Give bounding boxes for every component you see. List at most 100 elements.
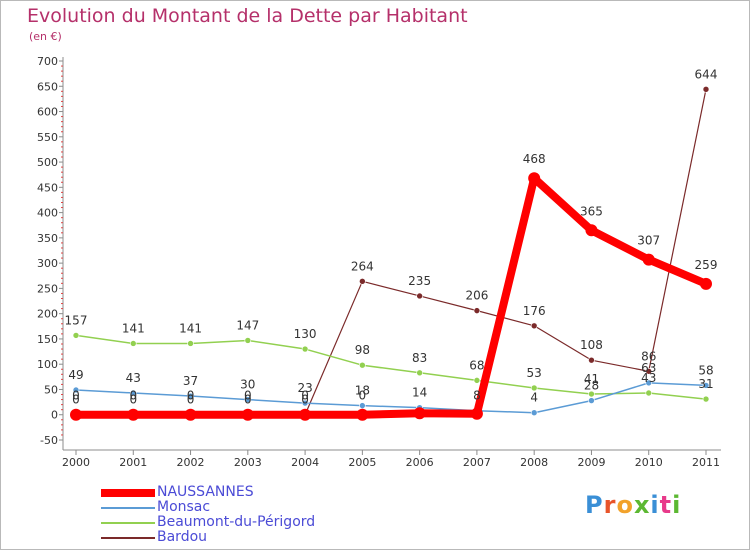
x-tick-label: 2001	[119, 456, 147, 469]
data-point	[702, 382, 710, 389]
logo-letter: r	[603, 491, 617, 519]
data-point	[530, 322, 538, 330]
logo-letter: o	[616, 491, 634, 519]
logo-letter: x	[633, 491, 651, 519]
data-label: 23	[297, 381, 312, 395]
data-label: 264	[351, 259, 374, 273]
data-label: 0	[187, 389, 195, 403]
y-tick-label: 100	[37, 358, 58, 371]
y-tick-label: 50	[44, 383, 58, 396]
y-tick-label: 350	[37, 232, 58, 245]
legend-label-beaumont: Beaumont-du-Périgord	[157, 514, 316, 530]
chart-subtitle: (en €)	[29, 30, 62, 43]
data-point	[702, 395, 710, 403]
x-tick-label: 2005	[348, 456, 376, 469]
data-label: 0	[244, 393, 252, 407]
data-label: 58	[698, 363, 713, 377]
legend-item-naussannes: NAUSSANNES	[101, 485, 315, 500]
data-label: 41	[584, 372, 599, 386]
data-label: 0	[72, 393, 80, 407]
y-tick-label: 450	[37, 181, 58, 194]
logo-letter: P	[585, 491, 604, 519]
legend-swatch-bardou	[101, 536, 155, 539]
legend-label-naussannes: NAUSSANNES	[157, 484, 254, 500]
data-point	[470, 407, 483, 420]
legend-label-monsac: Monsac	[157, 499, 211, 515]
series-line-3	[75, 88, 707, 416]
data-label: 37	[183, 374, 198, 388]
data-point	[244, 337, 252, 344]
data-label: 0	[301, 389, 309, 403]
data-point	[588, 356, 595, 364]
axis-layer: -500501001502002503003504004505005506006…	[37, 55, 721, 469]
data-label: 147	[236, 318, 259, 332]
data-point	[184, 408, 197, 421]
y-tick-label: 700	[37, 55, 58, 68]
x-tick-label: 2008	[520, 456, 548, 469]
data-point	[187, 392, 194, 400]
y-tick-label: 150	[37, 333, 58, 346]
data-label: 157	[65, 313, 88, 327]
data-label: 0	[129, 393, 137, 407]
data-label: 0	[72, 389, 80, 403]
y-tick-label: 250	[37, 282, 58, 295]
data-point	[585, 224, 598, 237]
data-label: 31	[698, 377, 713, 391]
legend-item-monsac: Monsac	[101, 500, 315, 515]
line-layer	[70, 85, 712, 421]
x-tick-label: 2002	[177, 456, 205, 469]
data-label: 108	[580, 338, 603, 352]
y-tick-label: -50	[40, 434, 58, 447]
data-point	[700, 277, 712, 290]
data-label: 83	[412, 351, 427, 365]
x-tick-label: 2006	[406, 456, 434, 469]
data-point	[356, 408, 369, 421]
series-line-2	[75, 334, 707, 400]
y-tick-label: 600	[37, 106, 58, 119]
data-label: 49	[68, 368, 83, 382]
series-line-1	[75, 382, 707, 414]
data-point	[413, 407, 426, 420]
data-point	[359, 402, 366, 409]
data-label: 206	[465, 289, 488, 303]
data-point	[645, 379, 653, 387]
y-tick-label: 400	[37, 207, 58, 220]
legend-label-bardou: Bardou	[157, 529, 208, 545]
data-point	[129, 340, 137, 347]
data-point	[359, 361, 366, 369]
data-label: 235	[408, 274, 431, 288]
data-point	[530, 409, 538, 417]
data-point	[473, 307, 481, 314]
data-label: 43	[641, 371, 656, 385]
data-label: 0	[301, 393, 309, 407]
data-point	[702, 85, 710, 93]
x-tick-label: 2011	[692, 456, 720, 469]
legend-item-bardou: Bardou	[101, 530, 315, 545]
data-point	[72, 332, 80, 339]
logo-letter: i	[650, 491, 660, 519]
data-label: 0	[129, 389, 137, 403]
logo-letter: t	[659, 491, 673, 519]
y-tick-label: 650	[37, 80, 58, 93]
data-label: 141	[122, 321, 145, 335]
data-point	[299, 408, 312, 421]
data-point	[187, 340, 194, 347]
data-point	[530, 384, 538, 392]
data-point	[416, 292, 423, 300]
y-tick-label: 200	[37, 308, 58, 321]
legend-swatch-monsac	[101, 506, 155, 509]
y-tick-label: 550	[37, 131, 58, 144]
y-tick-label: 300	[37, 257, 58, 270]
data-point	[645, 389, 653, 397]
data-point	[588, 390, 595, 398]
x-tick-label: 2003	[234, 456, 262, 469]
data-label: 43	[126, 371, 141, 385]
y-tick-label: 0	[51, 409, 58, 422]
data-label: 68	[469, 358, 484, 372]
data-point	[416, 369, 423, 377]
data-label: 176	[523, 304, 546, 318]
proxiti-logo: Proxiti	[585, 491, 681, 519]
legend-item-beaumont: Beaumont-du-Périgord	[101, 515, 315, 530]
